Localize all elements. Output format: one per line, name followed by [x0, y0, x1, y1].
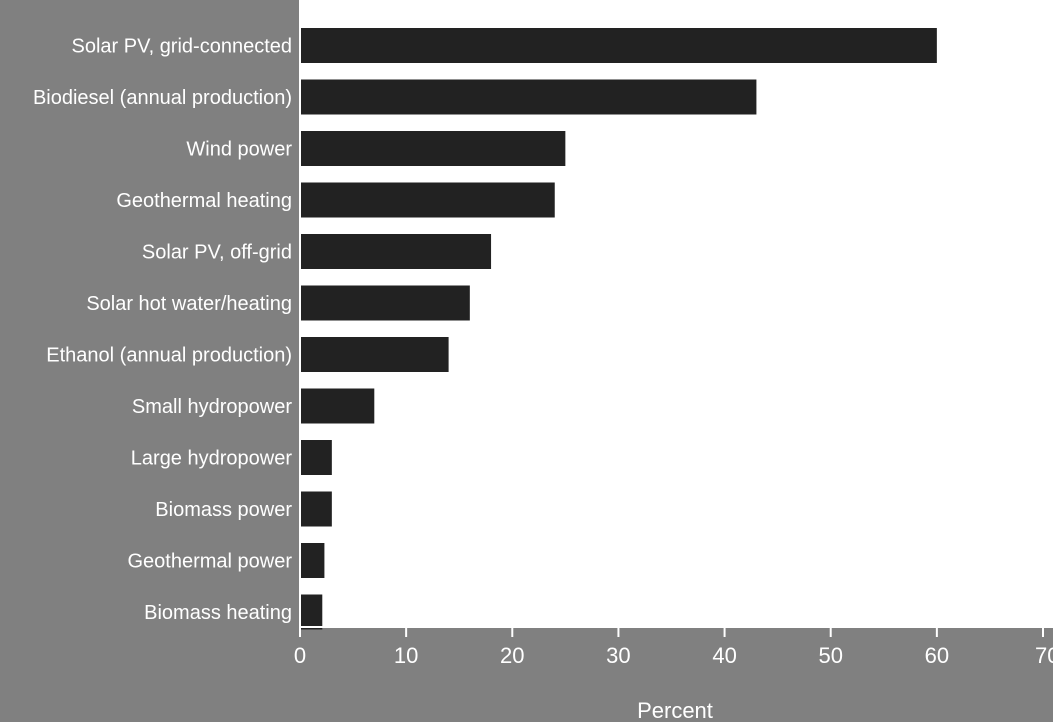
x-axis-label: Percent [637, 698, 713, 722]
x-tick-label: 60 [925, 643, 949, 668]
category-label: Solar PV, off-grid [142, 242, 292, 264]
bar [300, 491, 332, 527]
bar [300, 182, 555, 218]
category-labels-group: Solar PV, grid-connected Biodiesel (annua… [33, 36, 292, 625]
category-label: Solar hot water/heating [86, 293, 292, 315]
x-tick-label: 50 [818, 643, 842, 668]
category-label: Ethanol (annual production) [46, 345, 292, 367]
category-label: Small hydropower [132, 396, 292, 418]
bar [300, 79, 757, 115]
x-tick-label: 0 [294, 643, 306, 668]
category-label: Biomass heating [144, 602, 292, 624]
bar [300, 131, 566, 166]
category-label: Geothermal power [127, 551, 292, 573]
x-tick-label: 40 [712, 643, 736, 668]
category-label: Biodiesel (annual production) [33, 87, 292, 109]
category-label: Biomass power [155, 499, 292, 521]
x-axis: 0 10 20 30 40 50 60 70 [294, 0, 1053, 668]
x-tick-label: 30 [606, 643, 630, 668]
x-tick-label: 70 [1035, 643, 1053, 668]
x-tick-label: 20 [500, 643, 524, 668]
category-label: Wind power [186, 139, 292, 161]
bar [300, 234, 492, 269]
bar [300, 388, 375, 424]
category-label: Geothermal heating [116, 190, 292, 212]
bar [300, 543, 325, 578]
category-label: Large hydropower [131, 448, 293, 470]
bar [300, 594, 323, 630]
bar [300, 337, 449, 372]
bars-group [300, 28, 937, 630]
bar [300, 440, 332, 475]
category-label: Solar PV, grid-connected [71, 36, 292, 58]
x-tick-label: 10 [394, 643, 418, 668]
bar [300, 28, 937, 63]
bar [300, 285, 470, 321]
